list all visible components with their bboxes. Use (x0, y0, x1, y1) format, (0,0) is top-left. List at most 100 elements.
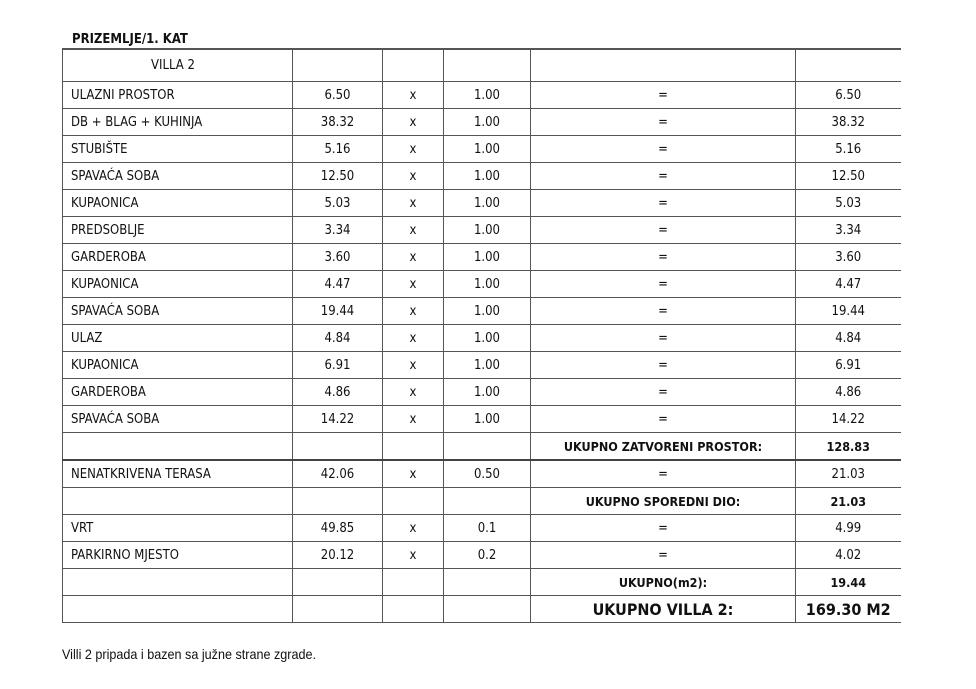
factor: 1.00 (443, 405, 531, 433)
subtotal-value: 19.44 (795, 568, 901, 596)
result: 4.02 (795, 541, 901, 569)
area: 20.12 (292, 541, 383, 569)
table-row: GARDEROBA 4.86 x 1.00 = 4.86 (62, 378, 901, 406)
subtotal-row: UKUPNO SPOREDNI DIO: 21.03 (62, 487, 901, 515)
room-name: ULAZ (62, 324, 293, 352)
table-row: VRT 49.85 x 0.1 = 4.99 (62, 514, 901, 542)
table-row: ULAZNI PROSTOR 6.50 x 1.00 = 6.50 (62, 81, 901, 109)
table-row: STUBIŠTE 5.16 x 1.00 = 5.16 (62, 135, 901, 163)
area: 6.91 (292, 351, 383, 379)
table-row: GARDEROBA 3.60 x 1.00 = 3.60 (62, 243, 901, 271)
room-name: DB + BLAG + KUHINJA (62, 108, 293, 136)
result: 6.91 (795, 351, 901, 379)
subtotal-label: UKUPNO VILLA 2: (530, 595, 796, 623)
times-sign: x (382, 459, 444, 488)
equals-sign: = (530, 378, 796, 406)
room-name: SPAVAĆA SOBA (62, 297, 293, 325)
result: 4.47 (795, 270, 901, 298)
times-sign: x (382, 378, 444, 406)
area-table: VILLA 2 ULAZNI PROSTOR 6.50 x 1.00 = 6.50 DB +… (62, 48, 901, 623)
factor: 1.00 (443, 135, 531, 163)
result: 4.99 (795, 514, 901, 542)
equals-sign: = (530, 216, 796, 244)
area: 49.85 (292, 514, 383, 542)
subtotal-row: UKUPNO(m2): 19.44 (62, 568, 901, 596)
times-sign: x (382, 541, 444, 569)
subtotal-value: 128.83 (795, 432, 901, 461)
result: 21.03 (795, 459, 901, 488)
table-row: SPAVAĆA SOBA 19.44 x 1.00 = 19.44 (62, 297, 901, 325)
factor: 0.50 (443, 459, 531, 488)
times-sign: x (382, 351, 444, 379)
area: 4.86 (292, 378, 383, 406)
factor: 1.00 (443, 162, 531, 190)
factor: 1.00 (443, 189, 531, 217)
equals-sign: = (530, 459, 796, 488)
room-name: STUBIŠTE (62, 135, 293, 163)
table-row: NENATKRIVENA TERASA 42.06 x 0.50 = 21.03 (62, 459, 901, 488)
equals-sign: = (530, 81, 796, 109)
header-row: VILLA 2 (62, 48, 901, 82)
area: 4.47 (292, 270, 383, 298)
area: 5.03 (292, 189, 383, 217)
factor: 1.00 (443, 297, 531, 325)
result: 6.50 (795, 81, 901, 109)
room-name: SPAVAĆA SOBA (62, 162, 293, 190)
times-sign: x (382, 216, 444, 244)
room-name: ULAZNI PROSTOR (62, 81, 293, 109)
result: 3.34 (795, 216, 901, 244)
room-name: KUPAONICA (62, 351, 293, 379)
area: 3.34 (292, 216, 383, 244)
room-name: PARKIRNO MJESTO (62, 541, 293, 569)
factor: 1.00 (443, 270, 531, 298)
footnote: Villi 2 pripada i bazen sa južne strane … (62, 646, 317, 662)
factor: 0.2 (443, 541, 531, 569)
result: 12.50 (795, 162, 901, 190)
times-sign: x (382, 243, 444, 271)
room-name: GARDEROBA (62, 378, 293, 406)
table-row: PARKIRNO MJESTO 20.12 x 0.2 = 4.02 (62, 541, 901, 569)
villa-header: VILLA 2 (62, 48, 293, 82)
equals-sign: = (530, 162, 796, 190)
table-row: PREDSOBLJE 3.34 x 1.00 = 3.34 (62, 216, 901, 244)
result: 4.84 (795, 324, 901, 352)
factor: 1.00 (443, 216, 531, 244)
room-name: PREDSOBLJE (62, 216, 293, 244)
factor: 1.00 (443, 351, 531, 379)
factor: 1.00 (443, 324, 531, 352)
factor: 1.00 (443, 108, 531, 136)
area: 4.84 (292, 324, 383, 352)
subtotal-value: 169.30 M2 (795, 595, 901, 623)
equals-sign: = (530, 135, 796, 163)
room-name: NENATKRIVENA TERASA (62, 459, 293, 488)
subtotal-label: UKUPNO ZATVORENI PROSTOR: (530, 432, 796, 461)
times-sign: x (382, 189, 444, 217)
equals-sign: = (530, 189, 796, 217)
result: 5.16 (795, 135, 901, 163)
equals-sign: = (530, 324, 796, 352)
equals-sign: = (530, 243, 796, 271)
room-name: SPAVAĆA SOBA (62, 405, 293, 433)
room-name: KUPAONICA (62, 189, 293, 217)
factor: 1.00 (443, 243, 531, 271)
table-row: DB + BLAG + KUHINJA 38.32 x 1.00 = 38.32 (62, 108, 901, 136)
result: 38.32 (795, 108, 901, 136)
times-sign: x (382, 405, 444, 433)
times-sign: x (382, 270, 444, 298)
result: 19.44 (795, 297, 901, 325)
area: 5.16 (292, 135, 383, 163)
times-sign: x (382, 135, 444, 163)
table-row: SPAVAĆA SOBA 14.22 x 1.00 = 14.22 (62, 405, 901, 433)
times-sign: x (382, 81, 444, 109)
area: 6.50 (292, 81, 383, 109)
equals-sign: = (530, 270, 796, 298)
times-sign: x (382, 297, 444, 325)
area: 42.06 (292, 459, 383, 488)
table-row: SPAVAĆA SOBA 12.50 x 1.00 = 12.50 (62, 162, 901, 190)
equals-sign: = (530, 351, 796, 379)
subtotal-row: UKUPNO VILLA 2: 169.30 M2 (62, 595, 901, 623)
room-name: KUPAONICA (62, 270, 293, 298)
times-sign: x (382, 324, 444, 352)
table-row: ULAZ 4.84 x 1.00 = 4.84 (62, 324, 901, 352)
factor: 1.00 (443, 378, 531, 406)
